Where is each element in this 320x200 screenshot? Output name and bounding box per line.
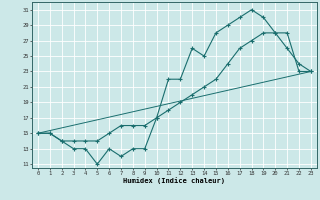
X-axis label: Humidex (Indice chaleur): Humidex (Indice chaleur) (124, 177, 225, 184)
